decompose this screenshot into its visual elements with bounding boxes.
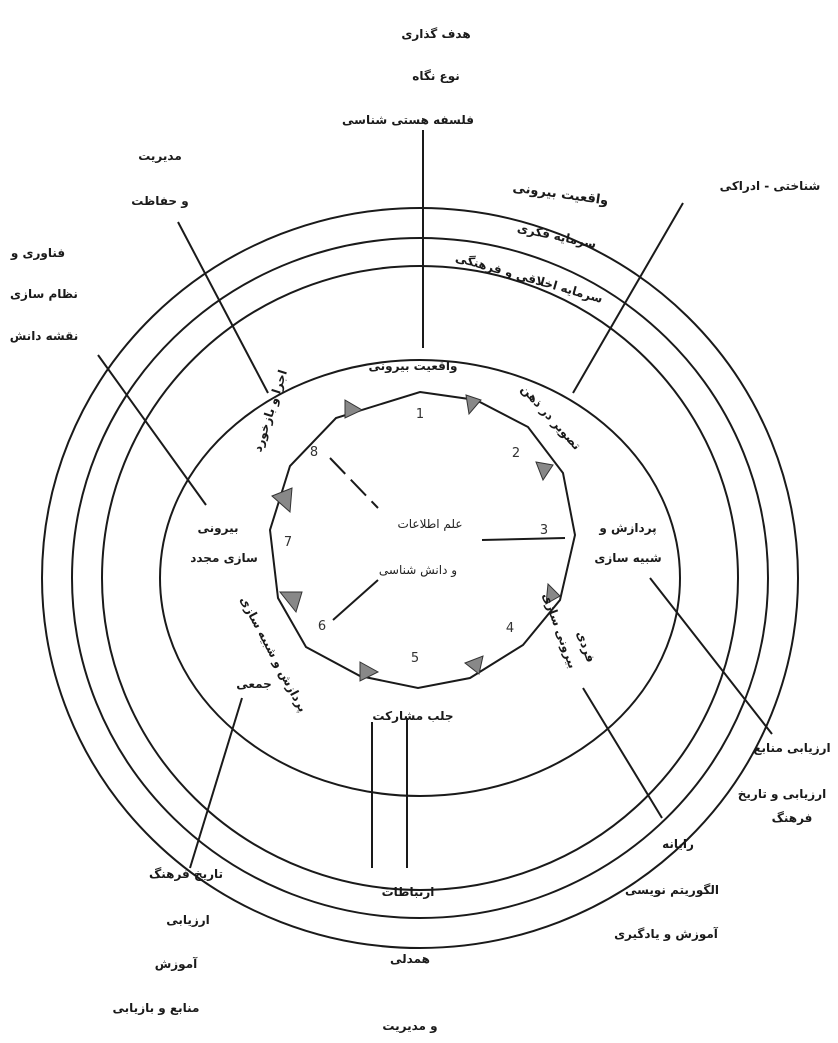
direction-arrows [271, 394, 561, 682]
ring-inner [159, 359, 681, 797]
arrow-3 [535, 461, 554, 482]
number-7: 7 [284, 535, 292, 550]
arrow-6 [359, 661, 380, 682]
top-left-label-2: و حفاظت [131, 194, 188, 209]
bottom-right-label-3: آموزش و یادگیری [614, 926, 719, 942]
right-label-3: فرهنگ [772, 811, 813, 825]
spoke-6 [332, 579, 379, 621]
ring-labels: واقعیت بیرونی سرمایه فکری سرمایه اخلاقی … [454, 180, 610, 306]
bottom-center-label-2: همدلی [390, 952, 430, 966]
ring-3 [101, 265, 739, 891]
top-label-3: فلسفه هستی شناسی [342, 113, 474, 127]
right-labels: ارزیابی منابع ارزیابی و تاریخ فرهنگ [738, 741, 831, 825]
radial-lines [97, 130, 773, 869]
bottom-center-labels: ارتباطات همدلی و مدیریت [382, 885, 438, 1034]
bottom-right-label-2: الگوریتم نویسی [625, 883, 719, 898]
ring-outer [41, 207, 799, 949]
bottom-left-label-2: ارزیابی [166, 913, 210, 927]
arrow-7 [278, 591, 303, 614]
stage-numbers: 1 2 3 4 5 6 7 8 [284, 407, 548, 666]
number-1: 1 [416, 407, 424, 422]
far-left-labels: فناوری و نظام سازی نقشه دانش [10, 246, 79, 343]
top-label-1: هدف گذاری [401, 27, 470, 41]
bottom-left-label-1: تاریخ فرهنگ [149, 867, 223, 881]
line-right [649, 577, 773, 735]
stage-6-label-b: جمعی [236, 677, 272, 691]
stage-8-label: اجرا و بازخورد [250, 368, 291, 454]
arrow-8 [271, 487, 293, 514]
number-8: 8 [310, 445, 318, 460]
arrow-4 [545, 582, 561, 605]
top-label-2: نوع نگاه [412, 69, 459, 84]
right-label-2: ارزیابی و تاریخ [738, 787, 826, 802]
number-3: 3 [540, 523, 548, 538]
line-bottom-right [582, 687, 663, 819]
far-left-label-2: نظام سازی [10, 287, 78, 302]
arrow-5 [464, 655, 484, 675]
stage-4-label-a: بیرونی سازی [539, 591, 580, 671]
number-4: 4 [506, 621, 514, 636]
stage-7-label-a: بیرونی [198, 521, 239, 536]
far-left-label-3: نقشه دانش [10, 329, 79, 343]
line-top-right [572, 202, 684, 394]
line-bottom-left [189, 697, 243, 869]
center-title-line1: علم اطلاعات [397, 517, 462, 531]
concentric-rings [41, 207, 799, 949]
bottom-left-label-3: آموزش [155, 956, 198, 972]
ring-label-1: واقعیت بیرونی [512, 180, 610, 208]
stage-7-label-b: سازی مجدد [190, 551, 258, 565]
top-right-label: شناختی - ادراکی [720, 179, 821, 193]
bottom-right-label-1: رایانه [662, 837, 694, 851]
bottom-right-labels: رایانه الگوریتم نویسی آموزش و یادگیری [614, 837, 719, 942]
arrow-1 [344, 399, 364, 419]
center-title-line2: و دانش شناسی [379, 563, 457, 578]
bottom-center-label-3: و مدیریت [382, 1019, 437, 1034]
bottom-left-labels: تاریخ فرهنگ ارزیابی آموزش منابع و بازیاب… [113, 867, 224, 1016]
top-left-label-1: مدیریت [138, 149, 182, 163]
arrow-2 [465, 394, 482, 416]
far-left-label-1: فناوری و [10, 246, 65, 261]
number-6: 6 [318, 619, 326, 634]
stage-1-label: واقعیت بیرونی [369, 359, 458, 374]
bottom-left-label-4: منابع و بازیابی [113, 1001, 200, 1016]
bottom-center-label-1: ارتباطات [382, 885, 435, 899]
line-top-left [177, 221, 269, 394]
ring-2 [71, 237, 769, 919]
inner-spokes [329, 457, 566, 621]
right-label-1: ارزیابی منابع [753, 741, 830, 755]
stage-5-label: جلب مشارکت [372, 709, 453, 723]
stage-6-label-a: پردازش و شبیه سازی [236, 594, 310, 715]
ring-label-2: سرمایه فکری [516, 221, 598, 251]
ring-label-3: سرمایه اخلاقی و فرهنگی [454, 250, 605, 306]
top-labels: هدف گذاری نوع نگاه فلسفه هستی شناسی [342, 27, 474, 127]
process-polygon [268, 390, 577, 690]
spoke-3 [481, 537, 566, 541]
number-5: 5 [411, 651, 419, 666]
number-2: 2 [512, 446, 520, 461]
top-left-labels: مدیریت و حفاظت [131, 149, 188, 209]
stage-3-label-a: پردازش و [598, 521, 656, 536]
line-far-left [97, 354, 207, 506]
spoke-8 [329, 457, 379, 509]
stage-3-label-b: شبیه سازی [594, 551, 661, 565]
